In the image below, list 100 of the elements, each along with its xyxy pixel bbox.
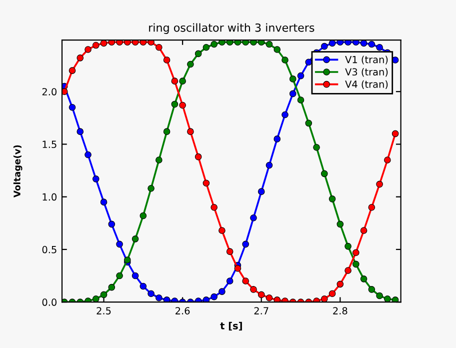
point <box>68 67 76 74</box>
point <box>116 272 123 280</box>
point <box>156 156 162 164</box>
point <box>202 44 210 51</box>
point <box>132 272 139 280</box>
point <box>68 104 76 111</box>
point <box>218 288 226 295</box>
point <box>100 40 108 47</box>
point <box>250 286 257 293</box>
x-axis-title: t [s] <box>220 322 242 331</box>
point <box>187 60 194 68</box>
point <box>305 58 312 66</box>
point <box>92 176 100 182</box>
point <box>92 42 100 49</box>
point <box>234 40 242 46</box>
point <box>376 180 383 188</box>
point <box>76 128 84 135</box>
legend-label: V1 (tran) <box>345 56 388 64</box>
point <box>328 290 336 298</box>
point <box>179 102 186 109</box>
point <box>368 204 376 211</box>
point <box>320 170 328 178</box>
point <box>274 46 281 53</box>
point <box>210 204 218 211</box>
point <box>289 90 296 98</box>
point <box>132 40 139 46</box>
x-tick-label: 2.5 <box>96 307 111 314</box>
point <box>140 40 147 46</box>
point <box>360 40 368 47</box>
point <box>336 220 344 228</box>
point <box>336 280 344 288</box>
y-tick-label: 0.5 <box>42 246 56 254</box>
point <box>202 180 210 187</box>
point <box>148 185 154 192</box>
point <box>218 227 226 234</box>
point <box>368 40 376 48</box>
point <box>328 40 336 47</box>
point <box>116 40 123 46</box>
point <box>258 188 265 195</box>
y-tick-label: 1.5 <box>42 140 56 148</box>
x-tick-label: 2.7 <box>254 307 268 314</box>
point <box>242 240 250 248</box>
point <box>234 264 242 272</box>
point <box>100 198 108 206</box>
point <box>344 40 352 46</box>
point <box>163 128 170 135</box>
point <box>202 296 210 302</box>
point <box>210 40 218 48</box>
point <box>320 42 328 50</box>
chart-title: ring oscillator with 3 inverters <box>149 23 314 34</box>
point <box>250 214 257 222</box>
point <box>84 298 92 302</box>
point <box>124 40 131 46</box>
point <box>76 54 84 62</box>
point <box>344 242 352 250</box>
point <box>194 50 202 58</box>
point <box>210 293 218 300</box>
point <box>226 248 234 255</box>
point <box>297 96 304 104</box>
x-tick-label: 2.8 <box>333 307 348 314</box>
point <box>250 40 257 46</box>
point <box>226 278 234 284</box>
point <box>352 260 360 268</box>
point <box>140 212 147 220</box>
point <box>376 292 383 300</box>
point <box>163 56 170 64</box>
point <box>187 128 194 135</box>
point <box>116 240 123 248</box>
point <box>84 151 92 158</box>
point <box>266 162 273 169</box>
point <box>328 196 336 202</box>
point <box>384 156 391 164</box>
point <box>92 296 100 302</box>
point <box>360 227 368 234</box>
point <box>258 291 265 298</box>
point <box>282 56 288 64</box>
point <box>132 236 139 242</box>
point <box>266 40 273 48</box>
point <box>360 276 368 282</box>
legend-label: V4 (tran) <box>345 80 388 90</box>
point <box>171 78 178 84</box>
point <box>62 88 68 95</box>
y-tick-label: 1.0 <box>42 193 57 201</box>
point <box>384 296 391 302</box>
point <box>100 291 108 298</box>
point <box>194 153 202 160</box>
point <box>171 100 178 108</box>
point <box>376 44 383 51</box>
point <box>266 294 273 302</box>
point <box>313 144 320 151</box>
point <box>344 267 352 274</box>
x-tick-label: 2.6 <box>176 307 190 314</box>
point <box>179 78 186 84</box>
point <box>352 249 360 256</box>
point <box>289 76 296 82</box>
legend-label: V3 (tran) <box>345 68 388 77</box>
point <box>297 72 304 80</box>
point <box>108 220 116 228</box>
point <box>392 130 399 138</box>
point <box>282 298 288 302</box>
